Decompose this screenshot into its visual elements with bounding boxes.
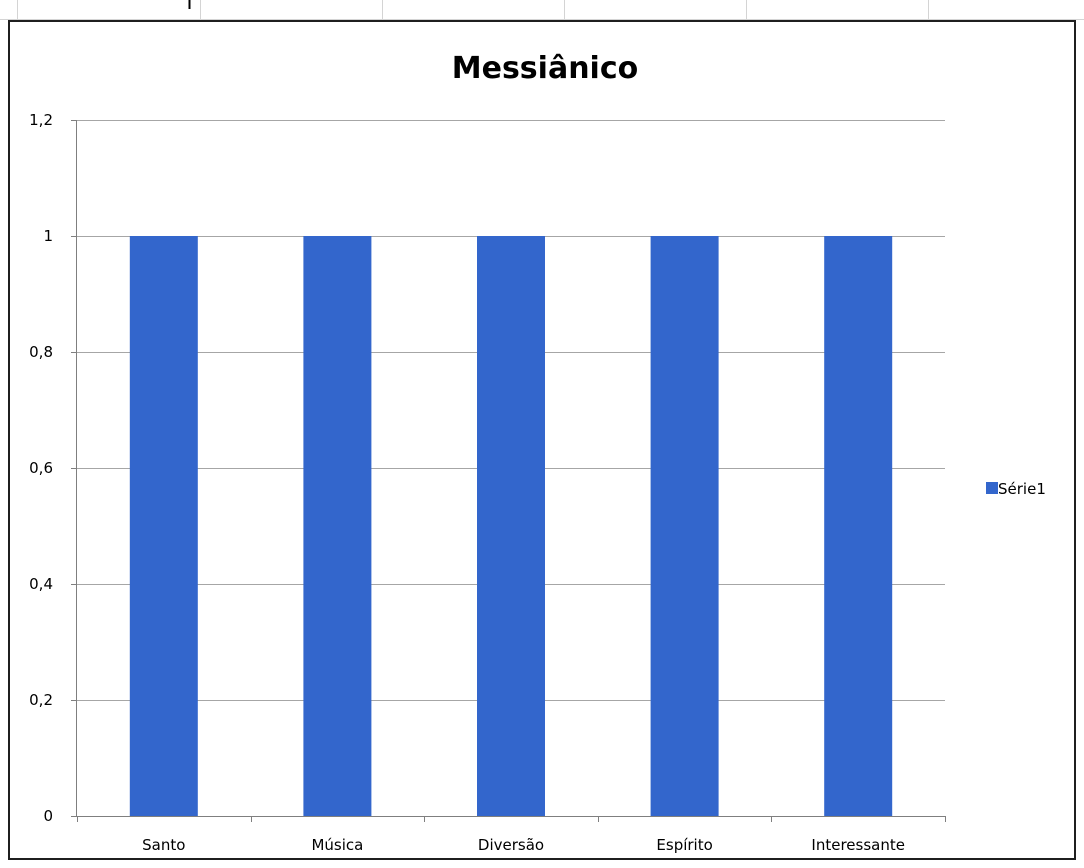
y-tick-label: 0,8 <box>29 343 53 361</box>
sheet-gridlines <box>0 0 1084 20</box>
y-tick-label: 1,2 <box>29 111 53 129</box>
x-tick-label: Santo <box>142 836 185 854</box>
x-axis-tick-labels: Santo Música Diversão Espírito Interessante <box>142 836 905 854</box>
y-tick-label: 0,6 <box>29 459 53 477</box>
chart-object[interactable]: Messiânico 0 0,2 0,4 0,6 0,8 1 1,2 Santo Música… <box>8 20 1076 860</box>
bar-diversão[interactable] <box>477 236 545 816</box>
bars <box>129 236 893 816</box>
legend[interactable]: Série1 <box>986 480 1046 498</box>
x-tick-label: Música <box>311 836 363 854</box>
x-tick-label: Interessante <box>811 836 905 854</box>
bar-santo[interactable] <box>129 236 198 816</box>
legend-label: Série1 <box>998 480 1046 498</box>
legend-swatch <box>986 482 998 494</box>
y-tick-label: 0,2 <box>29 691 53 709</box>
bar-música[interactable] <box>303 236 372 816</box>
bar-interessante[interactable] <box>824 236 893 816</box>
y-tick-label: 0,4 <box>29 575 53 593</box>
y-axis-tick-labels: 0 0,2 0,4 0,6 0,8 1 1,2 <box>29 111 53 825</box>
x-tick-label: Espírito <box>656 836 712 854</box>
y-tick-label: 0 <box>43 807 53 825</box>
axes <box>71 120 946 822</box>
chart-area: Messiânico 0 0,2 0,4 0,6 0,8 1 1,2 Santo Música… <box>29 51 1046 854</box>
bar-espírito[interactable] <box>650 236 719 816</box>
chart-title: Messiânico <box>452 51 638 86</box>
y-tick-label: 1 <box>43 227 53 245</box>
x-tick-label: Diversão <box>478 836 544 854</box>
